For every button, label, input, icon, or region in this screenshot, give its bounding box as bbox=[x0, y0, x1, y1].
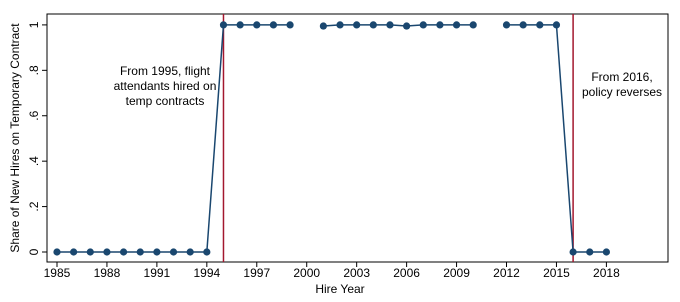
data-point bbox=[436, 21, 444, 29]
data-point bbox=[469, 21, 477, 29]
data-point bbox=[86, 248, 94, 256]
data-point bbox=[369, 21, 377, 29]
data-point bbox=[186, 248, 194, 256]
x-tick-label: 1985 bbox=[44, 266, 71, 280]
x-tick-label: 2000 bbox=[293, 266, 320, 280]
data-point bbox=[219, 21, 228, 29]
data-point bbox=[70, 248, 78, 256]
data-point bbox=[602, 248, 610, 256]
data-point bbox=[269, 21, 278, 29]
y-axis-label: Share of New Hires on Temporary Contract bbox=[8, 23, 22, 253]
data-point bbox=[386, 21, 394, 29]
x-tick-label: 2015 bbox=[543, 266, 570, 280]
data-point bbox=[53, 248, 61, 256]
annotation: policy reverses bbox=[582, 85, 662, 99]
y-tick-label: .8 bbox=[27, 65, 41, 75]
data-point bbox=[353, 21, 361, 29]
data-point bbox=[519, 21, 527, 29]
data-point bbox=[336, 21, 344, 29]
data-point bbox=[419, 21, 427, 29]
data-point bbox=[286, 21, 294, 29]
data-point bbox=[153, 248, 161, 256]
data-point bbox=[552, 21, 561, 29]
y-tick-label: .2 bbox=[27, 201, 41, 211]
x-tick-label: 1991 bbox=[144, 266, 171, 280]
data-point bbox=[586, 248, 594, 256]
x-tick-label: 1997 bbox=[243, 266, 270, 280]
data-point bbox=[253, 21, 261, 29]
x-tick-label: 2018 bbox=[593, 266, 620, 280]
plot-frame bbox=[46, 13, 669, 263]
data-point bbox=[103, 248, 111, 256]
y-tick-label: .6 bbox=[27, 110, 41, 120]
data-point bbox=[452, 21, 461, 29]
x-tick-label: 2009 bbox=[443, 266, 470, 280]
annotation: temp contracts bbox=[126, 94, 205, 108]
y-tick-label: .4 bbox=[27, 156, 41, 166]
x-axis-label: Hire Year bbox=[315, 282, 364, 296]
x-tick-label: 2012 bbox=[493, 266, 520, 280]
data-point bbox=[136, 248, 144, 256]
y-tick-label: 1 bbox=[27, 21, 41, 28]
data-point bbox=[236, 21, 244, 29]
data-point bbox=[569, 248, 577, 256]
data-point bbox=[536, 21, 544, 29]
x-tick-label: 1994 bbox=[193, 266, 220, 280]
x-tick-label: 1988 bbox=[94, 266, 121, 280]
data-point bbox=[319, 22, 327, 30]
data-point bbox=[502, 21, 511, 29]
data-point bbox=[119, 248, 128, 256]
data-point bbox=[169, 248, 178, 256]
y-tick-label: 0 bbox=[27, 248, 41, 255]
annotation: From 1995, flight bbox=[120, 64, 211, 78]
annotation: attendants hired on bbox=[114, 79, 217, 93]
data-point bbox=[403, 22, 411, 30]
annotation: From 2016, bbox=[591, 70, 652, 84]
x-tick-label: 2006 bbox=[393, 266, 420, 280]
data-point bbox=[203, 248, 211, 256]
x-tick-label: 2003 bbox=[343, 266, 370, 280]
